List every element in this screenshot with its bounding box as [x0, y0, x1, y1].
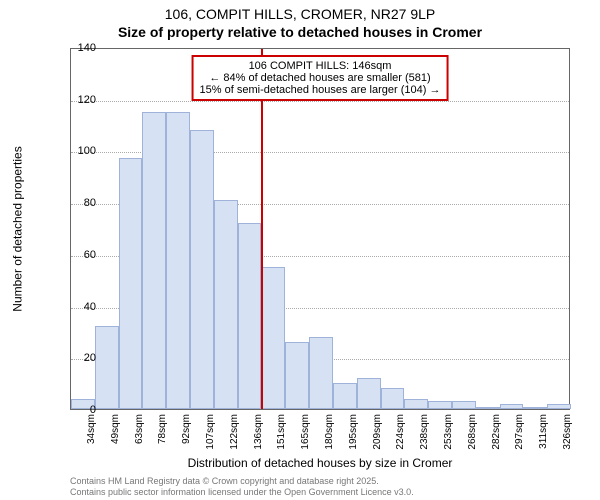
annotation-line-2: ← 84% of detached houses are smaller (58…	[200, 72, 441, 84]
x-tick-label: 34sqm	[86, 414, 97, 444]
x-tick-label: 195sqm	[348, 414, 359, 450]
x-tick-label: 122sqm	[229, 414, 240, 450]
histogram-bar	[261, 267, 285, 409]
x-tick-label: 268sqm	[467, 414, 478, 450]
x-tick-label: 107sqm	[205, 414, 216, 450]
attribution-line-2: Contains public sector information licen…	[70, 487, 414, 498]
histogram-bar	[452, 401, 476, 409]
property-size-histogram: 106, COMPIT HILLS, CROMER, NR27 9LP Size…	[0, 0, 600, 500]
attribution: Contains HM Land Registry data © Crown c…	[70, 476, 414, 498]
x-tick-label: 151sqm	[276, 414, 287, 450]
x-tick-label: 49sqm	[110, 414, 121, 444]
histogram-bar	[309, 337, 333, 409]
histogram-bar	[214, 200, 238, 409]
histogram-bar	[238, 223, 262, 409]
y-tick-label: 100	[78, 145, 96, 157]
histogram-bar	[142, 112, 166, 409]
x-tick-label: 209sqm	[372, 414, 383, 450]
histogram-bar	[357, 378, 381, 409]
x-tick-label: 92sqm	[181, 414, 192, 444]
y-tick-label: 20	[84, 352, 96, 364]
x-tick-label: 238sqm	[419, 414, 430, 450]
x-tick-label: 224sqm	[395, 414, 406, 450]
attribution-line-1: Contains HM Land Registry data © Crown c…	[70, 476, 414, 487]
y-tick-label: 120	[78, 94, 96, 106]
x-tick-label: 63sqm	[134, 414, 145, 444]
histogram-bar	[381, 388, 405, 409]
chart-title-sub: Size of property relative to detached ho…	[0, 24, 600, 40]
x-axis-label: Distribution of detached houses by size …	[70, 456, 570, 470]
histogram-bar	[547, 404, 571, 409]
x-tick-label: 282sqm	[491, 414, 502, 450]
annotation-box: 106 COMPIT HILLS: 146sqm ← 84% of detach…	[192, 55, 449, 101]
histogram-bar	[428, 401, 452, 409]
y-tick-label: 40	[84, 301, 96, 313]
histogram-bar	[190, 130, 214, 409]
histogram-bar	[333, 383, 357, 409]
histogram-bar	[119, 158, 143, 409]
histogram-bar	[523, 407, 547, 409]
histogram-bar	[166, 112, 190, 409]
x-tick-label: 165sqm	[300, 414, 311, 450]
histogram-bar	[285, 342, 309, 409]
histogram-bar	[500, 404, 524, 409]
histogram-bar	[476, 407, 500, 409]
x-tick-label: 253sqm	[443, 414, 454, 450]
plot-area: 106 COMPIT HILLS: 146sqm ← 84% of detach…	[70, 48, 570, 410]
x-tick-label: 180sqm	[324, 414, 335, 450]
histogram-bar	[95, 326, 119, 409]
marker-line	[261, 49, 263, 409]
x-tick-label: 78sqm	[157, 414, 168, 444]
x-tick-label: 311sqm	[538, 414, 549, 449]
y-axis-label: Number of detached properties	[8, 48, 28, 410]
x-tick-label: 136sqm	[253, 414, 264, 450]
y-tick-label: 140	[78, 42, 96, 54]
annotation-line-1: 106 COMPIT HILLS: 146sqm	[200, 60, 441, 72]
chart-title-main: 106, COMPIT HILLS, CROMER, NR27 9LP	[0, 6, 600, 22]
x-tick-label: 297sqm	[514, 414, 525, 450]
x-tick-label: 326sqm	[562, 414, 573, 450]
y-tick-label: 80	[84, 197, 96, 209]
y-tick-label: 60	[84, 249, 96, 261]
annotation-line-3: 15% of semi-detached houses are larger (…	[200, 84, 441, 96]
histogram-bar	[404, 399, 428, 409]
